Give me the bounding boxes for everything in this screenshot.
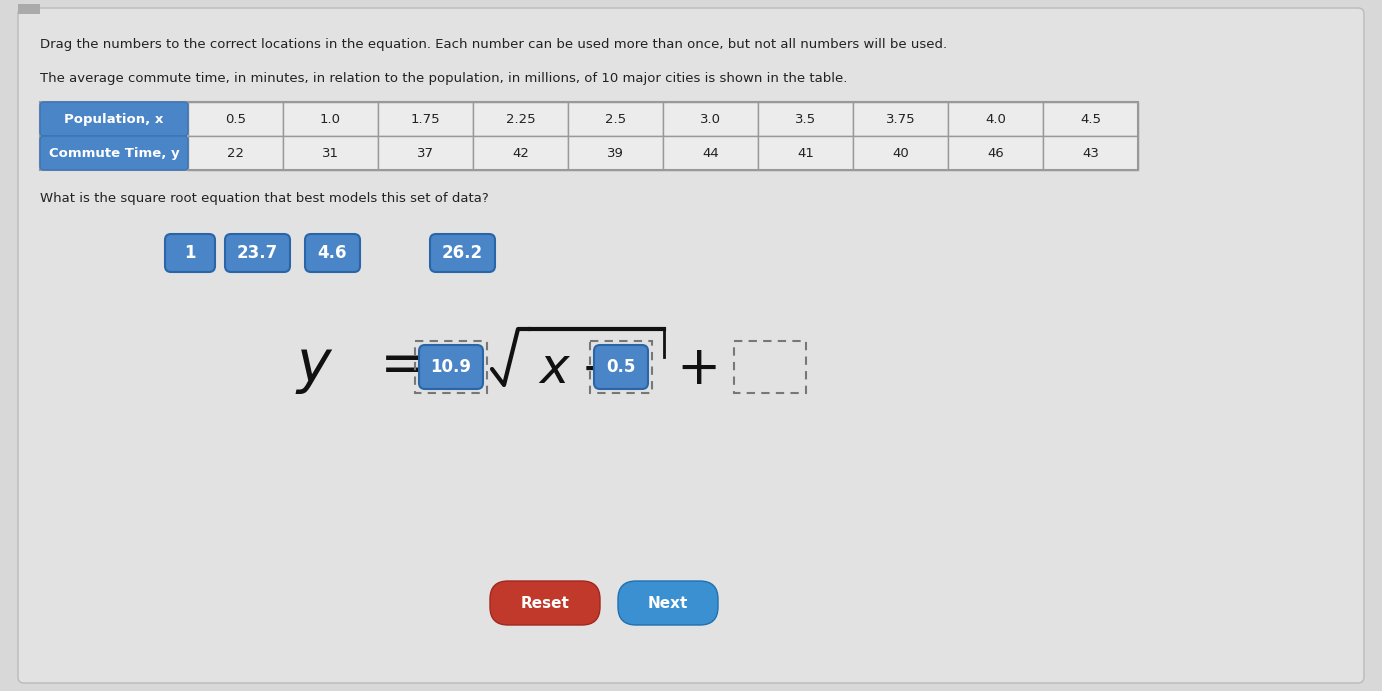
Text: 4.0: 4.0 xyxy=(985,113,1006,126)
Text: 46: 46 xyxy=(987,146,1003,160)
Bar xyxy=(663,136,757,170)
Bar xyxy=(948,136,1043,170)
Text: 1: 1 xyxy=(184,244,196,262)
Text: Drag the numbers to the correct locations in the equation. Each number can be us: Drag the numbers to the correct location… xyxy=(40,38,947,51)
Text: 0.5: 0.5 xyxy=(607,358,636,376)
Text: 23.7: 23.7 xyxy=(236,244,278,262)
FancyBboxPatch shape xyxy=(430,234,495,272)
FancyBboxPatch shape xyxy=(594,345,648,389)
FancyBboxPatch shape xyxy=(40,102,188,136)
Text: 1.0: 1.0 xyxy=(321,113,341,126)
Bar xyxy=(853,136,948,170)
Text: 3.5: 3.5 xyxy=(795,113,815,126)
Bar xyxy=(853,102,948,136)
Bar xyxy=(379,102,473,136)
Text: 40: 40 xyxy=(893,146,909,160)
Bar xyxy=(379,136,473,170)
Text: What is the square root equation that best models this set of data?: What is the square root equation that be… xyxy=(40,192,489,205)
Text: Population, x: Population, x xyxy=(65,113,163,126)
Bar xyxy=(568,136,663,170)
Text: $+$: $+$ xyxy=(676,343,717,395)
Bar xyxy=(283,136,379,170)
Bar xyxy=(734,341,806,393)
Bar xyxy=(415,341,486,393)
Text: 39: 39 xyxy=(607,146,623,160)
FancyBboxPatch shape xyxy=(164,234,216,272)
Bar xyxy=(757,102,853,136)
Bar xyxy=(188,136,283,170)
Text: 44: 44 xyxy=(702,146,719,160)
Bar xyxy=(1043,102,1137,136)
FancyBboxPatch shape xyxy=(305,234,359,272)
FancyBboxPatch shape xyxy=(40,136,188,170)
Text: $y$  $=$: $y$ $=$ xyxy=(294,339,424,395)
Bar xyxy=(40,102,1137,170)
Bar xyxy=(473,136,568,170)
Bar xyxy=(948,102,1043,136)
Text: 37: 37 xyxy=(417,146,434,160)
FancyBboxPatch shape xyxy=(419,345,482,389)
Bar xyxy=(663,102,757,136)
Bar xyxy=(568,102,663,136)
Text: 26.2: 26.2 xyxy=(442,244,484,262)
Bar xyxy=(188,102,283,136)
Text: Next: Next xyxy=(648,596,688,611)
Text: Reset: Reset xyxy=(521,596,569,611)
Text: 3.0: 3.0 xyxy=(701,113,721,126)
Text: 31: 31 xyxy=(322,146,339,160)
Text: 1.75: 1.75 xyxy=(410,113,441,126)
Text: 4.5: 4.5 xyxy=(1079,113,1101,126)
Text: 2.5: 2.5 xyxy=(605,113,626,126)
Text: 22: 22 xyxy=(227,146,245,160)
Bar xyxy=(1043,136,1137,170)
Text: Commute Time, y: Commute Time, y xyxy=(48,146,180,160)
Text: 42: 42 xyxy=(513,146,529,160)
Text: 10.9: 10.9 xyxy=(431,358,471,376)
Text: $-$: $-$ xyxy=(580,345,619,393)
Text: 3.75: 3.75 xyxy=(886,113,915,126)
Text: $x$: $x$ xyxy=(538,345,571,393)
Bar xyxy=(757,136,853,170)
FancyBboxPatch shape xyxy=(618,581,719,625)
Bar xyxy=(283,102,379,136)
Text: 0.5: 0.5 xyxy=(225,113,246,126)
Text: 41: 41 xyxy=(797,146,814,160)
Text: 4.6: 4.6 xyxy=(318,244,347,262)
Text: The average commute time, in minutes, in relation to the population, in millions: The average commute time, in minutes, in… xyxy=(40,72,847,85)
Bar xyxy=(18,4,40,14)
Bar xyxy=(473,102,568,136)
Text: 2.25: 2.25 xyxy=(506,113,535,126)
FancyBboxPatch shape xyxy=(491,581,600,625)
Bar xyxy=(590,341,652,393)
FancyBboxPatch shape xyxy=(18,8,1364,683)
Text: 43: 43 xyxy=(1082,146,1099,160)
FancyBboxPatch shape xyxy=(225,234,290,272)
